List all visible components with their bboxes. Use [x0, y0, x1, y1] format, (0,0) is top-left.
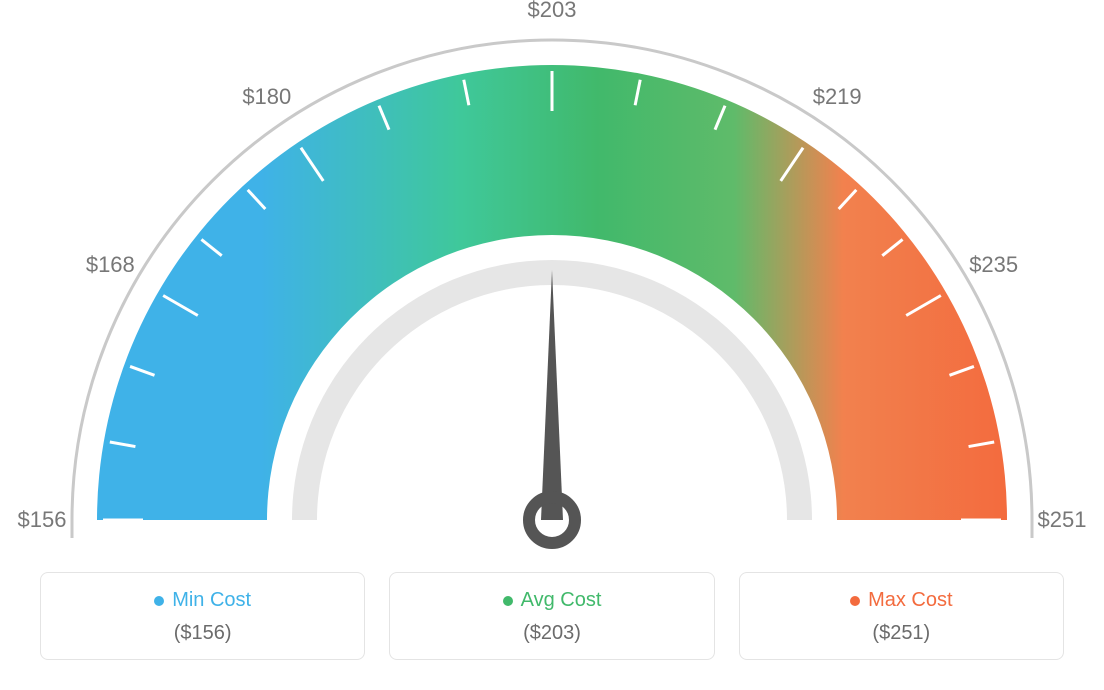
legend-card-avg: Avg Cost ($203) — [389, 572, 714, 660]
legend-label-min: Min Cost — [172, 589, 251, 612]
legend-dot-max — [850, 596, 860, 606]
legend-value-max: ($251) — [750, 622, 1053, 645]
legend-dot-avg — [503, 596, 513, 606]
chart-container: $156 $168 $180 $203 $219 $235 $251 Min Cost ($… — [0, 0, 1104, 690]
tick-label: $156 — [18, 507, 67, 533]
legend-dot-min — [154, 596, 164, 606]
legend-title-avg: Avg Cost — [503, 589, 602, 612]
tick-label: $203 — [528, 0, 577, 23]
tick-label: $219 — [813, 84, 862, 110]
tick-label: $168 — [86, 252, 135, 278]
legend-label-max: Max Cost — [868, 589, 952, 612]
legend-title-max: Max Cost — [850, 589, 952, 612]
legend-row: Min Cost ($156) Avg Cost ($203) Max Cost… — [40, 572, 1064, 660]
gauge-chart: $156 $168 $180 $203 $219 $235 $251 — [0, 0, 1104, 560]
tick-label: $251 — [1038, 507, 1087, 533]
tick-label: $180 — [242, 84, 291, 110]
gauge-svg — [0, 0, 1104, 560]
legend-label-avg: Avg Cost — [521, 589, 602, 612]
legend-title-min: Min Cost — [154, 589, 251, 612]
legend-value-min: ($156) — [51, 622, 354, 645]
tick-label: $235 — [969, 252, 1018, 278]
legend-value-avg: ($203) — [400, 622, 703, 645]
legend-card-min: Min Cost ($156) — [40, 572, 365, 660]
legend-card-max: Max Cost ($251) — [739, 572, 1064, 660]
